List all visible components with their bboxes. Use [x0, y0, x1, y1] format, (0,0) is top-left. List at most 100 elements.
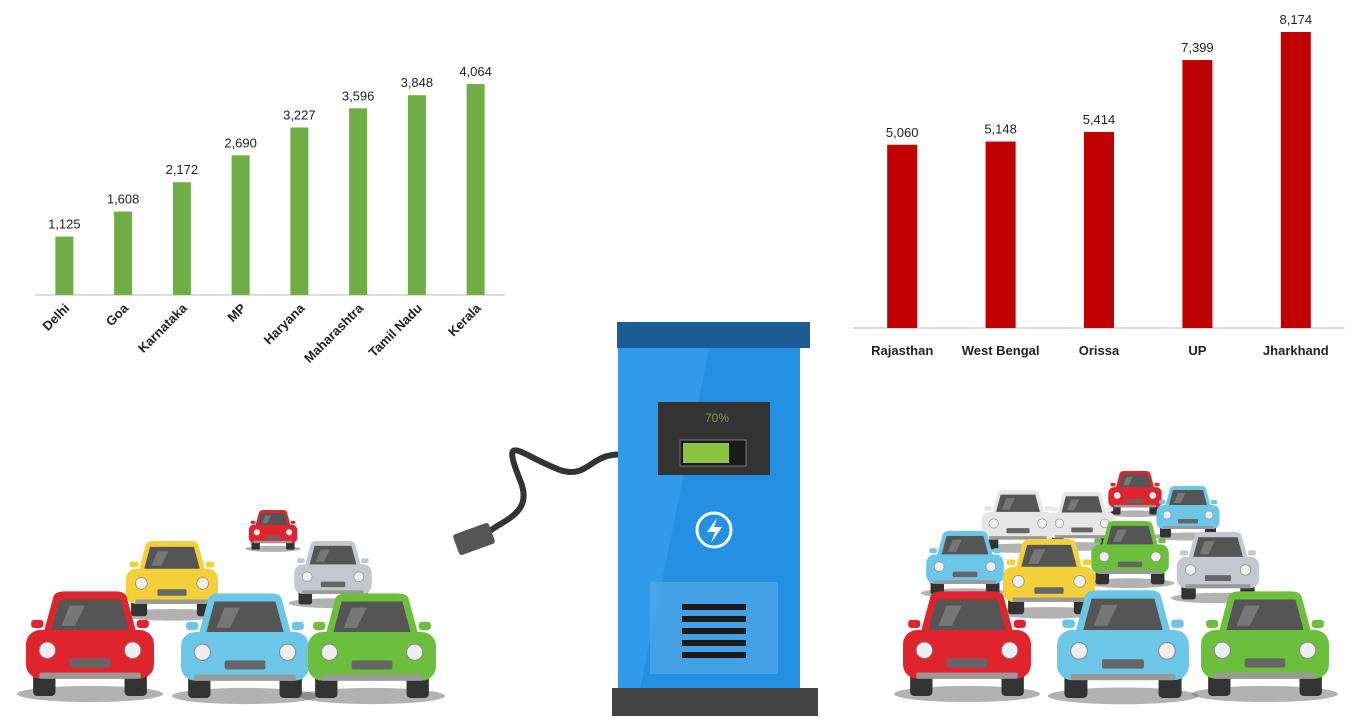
- headlight: [193, 643, 211, 661]
- data-label: 5,060: [886, 125, 919, 140]
- grille: [320, 581, 346, 588]
- mirror: [361, 558, 369, 564]
- bolt-ring: [695, 511, 733, 549]
- bar: [407, 95, 426, 295]
- grille: [946, 658, 988, 668]
- car: [1085, 521, 1175, 589]
- data-label: 3,227: [283, 107, 316, 122]
- mirror: [291, 621, 304, 630]
- headlight: [1204, 510, 1214, 520]
- windshield-glare: [947, 539, 962, 552]
- car-body: [248, 524, 298, 544]
- bumper: [1113, 504, 1157, 508]
- bumper: [302, 590, 364, 594]
- car-body: [1108, 487, 1162, 508]
- mirror: [929, 548, 937, 554]
- windshield-glare: [1093, 604, 1118, 626]
- windshield-glare: [1174, 493, 1186, 503]
- mirror: [1094, 538, 1102, 544]
- bar: [231, 155, 250, 295]
- data-label: 1,125: [48, 217, 81, 232]
- x-tick-label: Delhi: [39, 301, 72, 334]
- headlight: [1213, 641, 1231, 659]
- x-tick-label: Goa: [103, 300, 132, 329]
- mirror: [290, 520, 296, 524]
- headlight: [253, 529, 261, 536]
- headlight: [38, 641, 56, 659]
- cable: [482, 447, 628, 538]
- windshield-glare: [315, 549, 330, 562]
- bumper: [1070, 673, 1176, 681]
- mirror: [1154, 482, 1160, 487]
- car-body: [294, 564, 372, 594]
- car-body: [125, 568, 219, 604]
- mirror: [418, 621, 431, 630]
- bolt-icon: [707, 518, 722, 543]
- data-label: 5,414: [1083, 112, 1116, 127]
- data-label: 8,174: [1280, 12, 1313, 27]
- headlight: [1113, 491, 1121, 500]
- headlight: [301, 571, 313, 582]
- mirror: [250, 520, 256, 524]
- mirror: [993, 548, 1001, 554]
- mirror: [1110, 482, 1116, 487]
- windshield-glare: [1001, 498, 1016, 510]
- battery-charge: [683, 443, 729, 463]
- car-body: [1048, 512, 1116, 539]
- mirror: [1006, 559, 1016, 566]
- headlight: [933, 561, 945, 572]
- bar: [114, 211, 133, 295]
- mirror: [136, 619, 149, 628]
- station-cap: [617, 322, 810, 348]
- headlight: [124, 641, 142, 659]
- data-label: 3,596: [342, 88, 375, 103]
- x-tick-label: West Bengal: [962, 343, 1040, 358]
- data-label: 4,064: [459, 64, 492, 79]
- bumper: [1214, 672, 1316, 679]
- bumper: [321, 674, 423, 681]
- headlight: [1162, 510, 1172, 520]
- mirror: [1211, 500, 1217, 504]
- windshield-glare: [216, 607, 240, 628]
- car-body: [926, 554, 1004, 584]
- headlight: [988, 518, 999, 529]
- windshield-glare: [1066, 499, 1080, 511]
- bumper: [934, 580, 996, 584]
- headlight: [135, 577, 148, 590]
- bar: [1084, 131, 1114, 328]
- headlight: [1012, 575, 1025, 588]
- grille: [1178, 519, 1198, 524]
- bumper: [1185, 584, 1251, 589]
- grille: [69, 658, 111, 668]
- mirror: [1158, 538, 1166, 544]
- x-tick-label: Orissa: [1079, 343, 1120, 358]
- mirror: [1106, 507, 1114, 512]
- car: [16, 591, 164, 703]
- headlight: [1037, 518, 1048, 529]
- car-body: [1091, 544, 1169, 574]
- headlight: [915, 641, 933, 659]
- car-body: [1057, 629, 1189, 681]
- headlight: [406, 643, 424, 661]
- x-tick-label: Jharkhand: [1263, 343, 1329, 358]
- bumper: [1163, 526, 1213, 529]
- headlight: [1150, 551, 1162, 562]
- car-body: [1201, 629, 1329, 679]
- bar: [466, 84, 485, 295]
- x-tick-label: Kerala: [445, 300, 484, 339]
- headlight: [1073, 575, 1086, 588]
- bar: [55, 236, 74, 295]
- bar: [349, 108, 368, 296]
- station-base: [612, 688, 818, 716]
- mirror: [1062, 619, 1075, 628]
- grille: [351, 660, 393, 670]
- headlight: [985, 561, 997, 572]
- data-label: 2,690: [224, 135, 257, 150]
- charging-station: 70%: [453, 322, 818, 716]
- car-body: [181, 631, 309, 681]
- bar: [1182, 60, 1213, 328]
- grille: [1117, 561, 1143, 568]
- bumper: [1012, 597, 1086, 602]
- car-body: [1176, 556, 1260, 589]
- bumper: [1055, 535, 1109, 539]
